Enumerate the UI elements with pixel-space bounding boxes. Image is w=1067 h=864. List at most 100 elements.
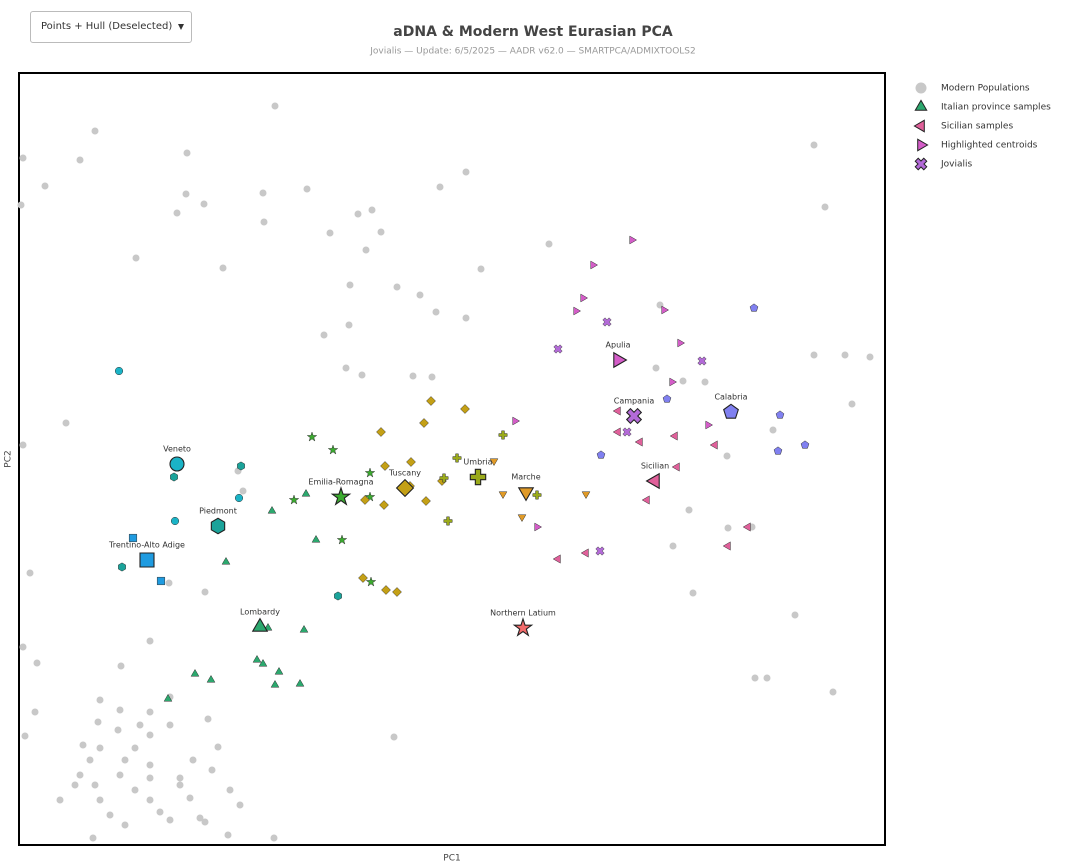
data-point (581, 491, 591, 500)
data-point (271, 102, 279, 110)
data-point (641, 495, 650, 505)
data-point (146, 774, 154, 782)
data-point (136, 721, 144, 729)
data-point (146, 796, 154, 804)
data-point (679, 377, 687, 385)
centroid (512, 617, 534, 637)
x-axis-label: PC1 (443, 854, 460, 864)
data-point (236, 801, 244, 809)
data-point (462, 314, 470, 322)
data-point (206, 674, 216, 683)
points-layer: Veneto Piedmont Trentino-Alto Adige Lombard… (17, 102, 874, 842)
data-point (419, 418, 429, 428)
data-point (21, 732, 29, 740)
data-point (170, 472, 178, 482)
centroid (517, 487, 535, 502)
data-point (270, 834, 278, 842)
data-point (669, 542, 677, 550)
centroid (645, 472, 660, 490)
data-point (380, 461, 390, 471)
data-point (33, 659, 41, 667)
data-point (239, 487, 247, 495)
data-point (443, 516, 453, 526)
centroid-label: Sicilian (641, 462, 669, 471)
data-point (749, 303, 759, 312)
data-point (94, 718, 102, 726)
data-point (342, 364, 350, 372)
data-point (376, 427, 386, 437)
centroid (210, 517, 226, 535)
data-point (89, 834, 97, 842)
data-point (439, 473, 449, 483)
data-point (214, 743, 222, 751)
data-point (76, 156, 84, 164)
data-point (41, 182, 49, 190)
centroid (625, 407, 643, 425)
data-point (358, 573, 368, 583)
data-point (176, 781, 184, 789)
data-point (671, 462, 680, 472)
data-point (742, 522, 751, 532)
data-point (724, 524, 732, 532)
data-point (301, 488, 311, 497)
centroid-label: Marche (511, 473, 540, 482)
data-point (219, 264, 227, 272)
data-point (409, 372, 417, 380)
data-point (669, 377, 678, 387)
data-point (221, 556, 231, 565)
data-point (258, 658, 268, 667)
data-point (163, 693, 173, 702)
data-point (118, 562, 126, 572)
data-point (381, 585, 391, 595)
data-point (173, 209, 181, 217)
data-point (106, 811, 114, 819)
legend-label: Jovialis (940, 160, 973, 170)
data-point (763, 674, 771, 682)
data-point (182, 190, 190, 198)
data-point (326, 229, 334, 237)
data-point (848, 400, 856, 408)
data-point (19, 441, 27, 449)
data-point (354, 210, 362, 218)
centroid-label: Calabria (714, 393, 747, 402)
data-point (829, 688, 837, 696)
view-dropdown[interactable]: Points + Hull (Deselected) (30, 11, 192, 43)
data-point (226, 786, 234, 794)
data-point (96, 796, 104, 804)
legend-marker (913, 119, 925, 133)
data-point (677, 338, 686, 348)
data-point (346, 281, 354, 289)
data-point (336, 534, 348, 545)
data-point (368, 206, 376, 214)
data-point (146, 708, 154, 716)
centroid (469, 468, 487, 486)
data-point (595, 546, 605, 556)
data-point (259, 189, 267, 197)
data-point (810, 141, 818, 149)
data-point (436, 183, 444, 191)
data-point (146, 637, 154, 645)
data-point (165, 579, 173, 587)
data-point (190, 668, 200, 677)
data-point (116, 771, 124, 779)
data-point (252, 654, 262, 663)
data-point (462, 168, 470, 176)
data-point (406, 457, 416, 467)
data-point (751, 674, 759, 682)
centroid-label: Trentino-Alto Adige (108, 541, 185, 550)
data-point (306, 431, 318, 442)
data-point (553, 344, 563, 354)
data-point (552, 554, 561, 564)
data-point (697, 356, 707, 366)
data-point (358, 371, 366, 379)
data-point (364, 467, 376, 478)
data-point (327, 444, 339, 455)
data-point (489, 458, 499, 467)
data-point (365, 576, 377, 587)
data-point (791, 611, 799, 619)
data-point (810, 351, 818, 359)
data-point (19, 643, 27, 651)
data-point (200, 200, 208, 208)
centroid-label: Piedmont (199, 507, 237, 516)
data-point (86, 756, 94, 764)
